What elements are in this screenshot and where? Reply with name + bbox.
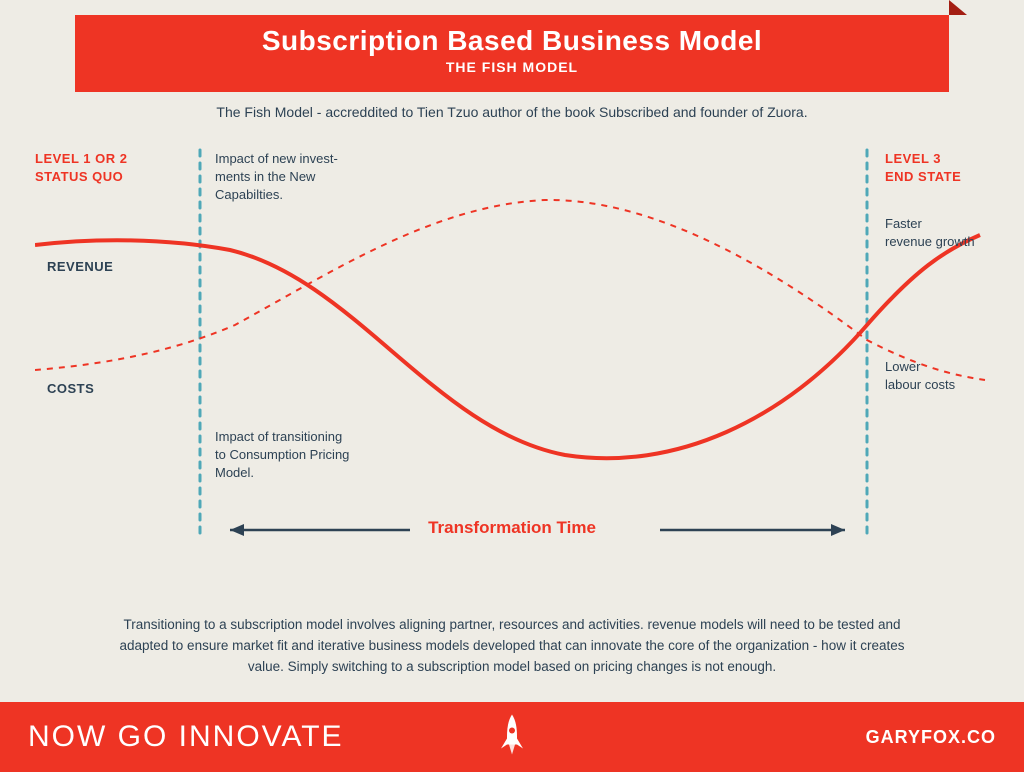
page-title: Subscription Based Business Model	[75, 25, 949, 57]
rocket-icon	[497, 713, 527, 762]
left-level-label: LEVEL 1 OR 2 STATUS QUO	[35, 150, 127, 186]
footer-bar: NOW GO INNOVATE GARYFOX.CO	[0, 702, 1024, 772]
header-banner: Subscription Based Business Model THE FI…	[75, 15, 949, 92]
revenue-label: REVENUE	[47, 258, 113, 276]
page-subtitle: THE FISH MODEL	[75, 59, 949, 75]
bottom-impact-text: Impact of transitioning to Consumption P…	[215, 428, 349, 483]
ribbon-fold-icon	[949, 0, 967, 15]
right-level-label: LEVEL 3 END STATE	[885, 150, 961, 186]
lower-costs-text: Lower labour costs	[885, 358, 955, 394]
top-impact-text: Impact of new invest- ments in the New C…	[215, 150, 338, 205]
infographic-page: Subscription Based Business Model THE FI…	[0, 0, 1024, 772]
fish-chart: LEVEL 1 OR 2 STATUS QUO LEVEL 3 END STAT…	[35, 140, 989, 580]
chart-svg	[35, 140, 989, 580]
footer-brand: GARYFOX.CO	[866, 727, 996, 748]
footer-cta: NOW GO INNOVATE	[28, 720, 344, 754]
costs-label: COSTS	[47, 380, 94, 398]
faster-growth-text: Faster revenue growth	[885, 215, 975, 251]
x-axis-title: Transformation Time	[35, 518, 989, 538]
explanation-text: Transitioning to a subscription model in…	[100, 615, 924, 678]
intro-text: The Fish Model - accreddited to Tien Tzu…	[0, 104, 1024, 120]
